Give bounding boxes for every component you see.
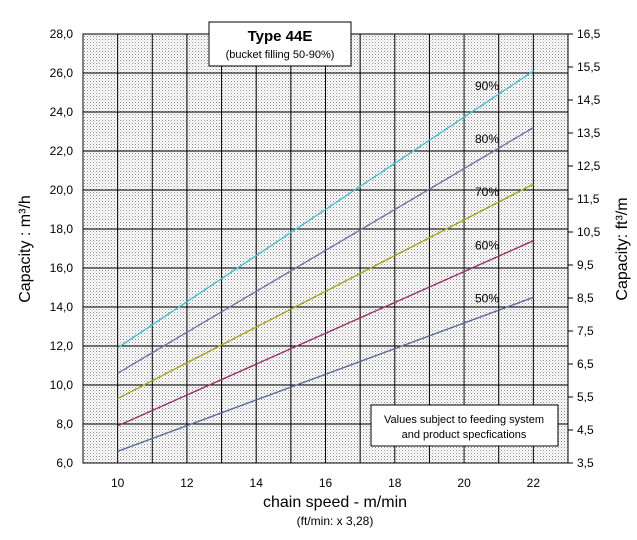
right-axis: 3,5 4,5 5,5 6,5 7,5 8,5 9,5 10,5 11,5 12,5 13,5 14,…: [568, 27, 601, 470]
title-box: [208, 21, 352, 67]
x-tick-label: 18: [388, 476, 402, 490]
y-left-tick-label: 10,0: [50, 378, 74, 392]
series-label-90pct: 90%: [475, 79, 499, 93]
grid-lines: [83, 34, 568, 463]
note-box: [370, 404, 559, 447]
series-line-60pct: [117, 240, 534, 427]
series-line-90pct: [117, 70, 534, 349]
y-right-tick-label: 16,5: [577, 27, 601, 41]
y-left-tick-label: 8,0: [56, 417, 73, 431]
y-left-tick-label: 28,0: [50, 27, 74, 41]
y-left-tick-label: 24,0: [50, 105, 74, 119]
x-tick-label: 10: [111, 476, 125, 490]
y-right-tick-label: 9,5: [577, 258, 594, 272]
series-label-50pct: 50%: [475, 291, 499, 305]
series-layer: 50% 60% 70% 80% 90%: [117, 70, 534, 452]
y-left-tick-label: 14,0: [50, 300, 74, 314]
series-label-80pct: 80%: [475, 132, 499, 146]
x-axis-note: (ft/min: x 3,28): [297, 514, 374, 528]
y-right-tick-label: 7,5: [577, 324, 594, 338]
x-tick-label: 14: [250, 476, 264, 490]
y-right-tick-label: 13,5: [577, 126, 601, 140]
series-label-70pct: 70%: [475, 185, 499, 199]
series-line-50pct: [117, 296, 534, 452]
x-axis: 10 12 14 16 18 20 22: [111, 476, 540, 490]
series-line-80pct: [117, 126, 534, 374]
x-tick-label: 16: [319, 476, 333, 490]
chart-subtitle: (bucket filling 50-90%): [226, 49, 335, 61]
series-line-70pct: [117, 183, 534, 400]
note-line-1: Values subject to feeding system: [384, 414, 544, 426]
y-left-tick-label: 22,0: [50, 144, 74, 158]
y-left-tick-label: 18,0: [50, 222, 74, 236]
chart-title: Type 44E: [248, 28, 313, 45]
y-right-tick-label: 11,5: [577, 192, 600, 206]
y-right-tick-label: 5,5: [577, 390, 594, 404]
y-right-tick-label: 8,5: [577, 291, 594, 305]
y-right-tick-label: 10,5: [577, 225, 601, 239]
y-right-tick-label: 12,5: [577, 159, 601, 173]
y-right-tick-label: 3,5: [577, 456, 594, 470]
y-right-tick-label: 15,5: [577, 60, 601, 74]
left-axis: 6,0 8,0 10,0 12,0 14,0 16,0 18,0 20,0 22,0 24,0 26…: [50, 27, 74, 470]
y-axis-left-title: Capacity : m³/h: [17, 195, 34, 303]
note-line-2: and product specfications: [402, 429, 527, 441]
y-left-tick-label: 20,0: [50, 183, 74, 197]
y-right-tick-label: 6,5: [577, 357, 594, 371]
x-tick-label: 22: [527, 476, 541, 490]
x-tick-label: 12: [180, 476, 194, 490]
y-right-tick-label: 14,5: [577, 93, 601, 107]
y-axis-right-title: Capacity: ft³/m: [614, 197, 631, 300]
y-left-tick-label: 16,0: [50, 261, 74, 275]
x-tick-label: 20: [457, 476, 471, 490]
y-left-tick-label: 12,0: [50, 339, 74, 353]
y-left-tick-label: 26,0: [50, 66, 74, 80]
y-left-tick-label: 6,0: [56, 456, 73, 470]
y-right-tick-label: 4,5: [577, 423, 594, 437]
x-axis-title: chain speed - m/min: [263, 494, 407, 511]
series-label-60pct: 60%: [475, 238, 499, 252]
